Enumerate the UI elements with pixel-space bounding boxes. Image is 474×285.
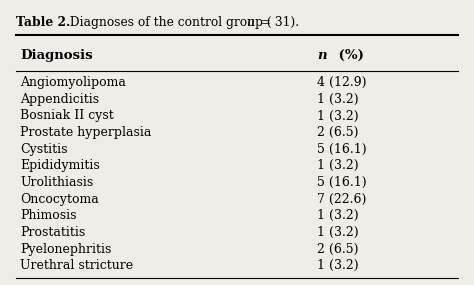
Text: 5 (16.1): 5 (16.1) (317, 143, 367, 156)
Text: (%): (%) (334, 49, 364, 62)
Text: Epididymitis: Epididymitis (20, 159, 100, 172)
Text: Bosniak II cyst: Bosniak II cyst (20, 109, 114, 123)
Text: n: n (317, 49, 327, 62)
Text: = 31).: = 31). (257, 15, 299, 28)
Text: 7 (22.6): 7 (22.6) (317, 193, 366, 206)
Text: Phimosis: Phimosis (20, 209, 77, 222)
Text: Prostatitis: Prostatitis (20, 226, 85, 239)
Text: Prostate hyperplasia: Prostate hyperplasia (20, 126, 152, 139)
Text: 1 (3.2): 1 (3.2) (317, 93, 359, 106)
Text: 2 (6.5): 2 (6.5) (317, 126, 359, 139)
Text: Appendicitis: Appendicitis (20, 93, 100, 106)
Text: n: n (246, 15, 254, 28)
Text: Table 2.: Table 2. (16, 15, 70, 28)
Text: Cystitis: Cystitis (20, 143, 68, 156)
Text: Diagnosis: Diagnosis (20, 49, 93, 62)
Text: Urethral stricture: Urethral stricture (20, 259, 133, 272)
Text: Oncocytoma: Oncocytoma (20, 193, 99, 206)
Text: Diagnoses of the control group (: Diagnoses of the control group ( (66, 15, 272, 28)
Text: 1 (3.2): 1 (3.2) (317, 226, 359, 239)
Text: 1 (3.2): 1 (3.2) (317, 159, 359, 172)
Text: 2 (6.5): 2 (6.5) (317, 243, 359, 256)
Text: Urolithiasis: Urolithiasis (20, 176, 93, 189)
Text: 1 (3.2): 1 (3.2) (317, 209, 359, 222)
Text: 5 (16.1): 5 (16.1) (317, 176, 367, 189)
Text: 1 (3.2): 1 (3.2) (317, 109, 359, 123)
Text: 1 (3.2): 1 (3.2) (317, 259, 359, 272)
Text: Angiomyolipoma: Angiomyolipoma (20, 76, 126, 89)
Text: 4 (12.9): 4 (12.9) (317, 76, 366, 89)
Text: Pyelonephritis: Pyelonephritis (20, 243, 111, 256)
